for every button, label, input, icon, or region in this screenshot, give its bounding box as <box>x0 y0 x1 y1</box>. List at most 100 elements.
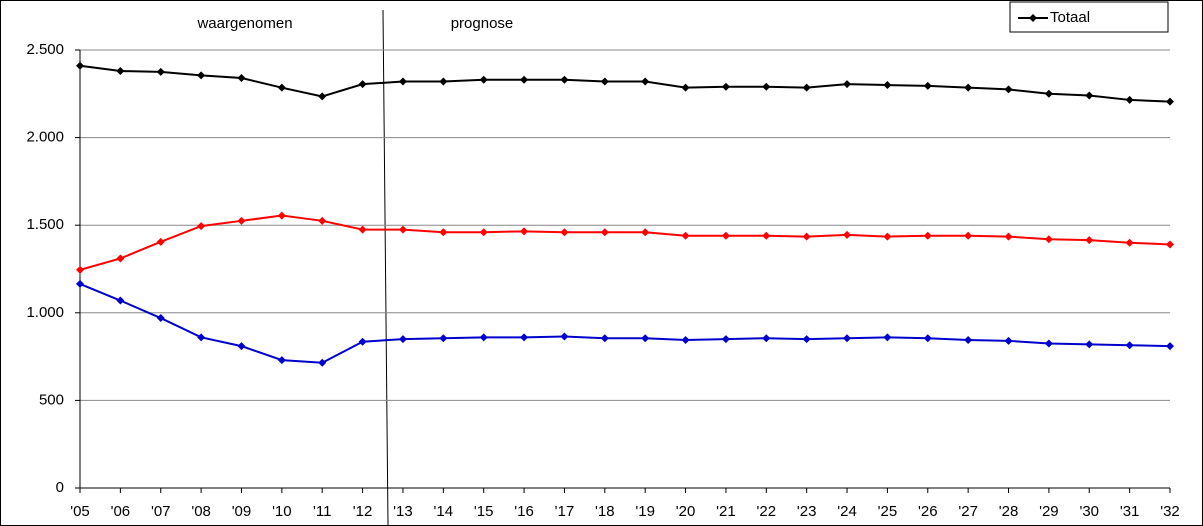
marker <box>1004 336 1013 345</box>
marker <box>318 358 327 367</box>
series-line <box>79 64 1171 103</box>
marker <box>1125 238 1134 247</box>
annotation: waargenomen <box>196 15 292 32</box>
x-tick-label: '16 <box>514 503 534 520</box>
marker <box>398 77 407 86</box>
marker <box>641 77 650 86</box>
marker <box>641 334 650 343</box>
x-tick-label: '20 <box>676 503 696 520</box>
x-tick-label: '13 <box>393 503 413 520</box>
marker <box>520 75 529 84</box>
series-line <box>79 214 1171 271</box>
legend-marker <box>1029 14 1037 22</box>
marker <box>1004 85 1013 94</box>
marker <box>883 81 892 90</box>
y-tick-label: 500 <box>39 391 64 408</box>
marker <box>923 81 932 90</box>
y-tick-label: 0 <box>56 479 64 496</box>
marker <box>1044 339 1053 348</box>
marker <box>76 265 84 274</box>
y-tick-label: 2.000 <box>26 129 64 146</box>
period-divider <box>382 9 389 526</box>
annotation: prognose <box>451 15 514 32</box>
marker <box>1085 236 1094 245</box>
marker <box>237 74 246 83</box>
marker <box>964 335 973 344</box>
marker <box>802 232 811 241</box>
x-tick-label: '08 <box>191 503 211 520</box>
x-tick-label: '32 <box>1160 503 1180 520</box>
y-tick-label: 2.500 <box>26 41 64 58</box>
marker <box>398 335 407 344</box>
marker <box>802 83 811 92</box>
x-tick-label: '26 <box>918 503 938 520</box>
y-tick-label: 1.000 <box>26 304 64 321</box>
marker <box>358 80 367 89</box>
marker <box>277 83 286 92</box>
marker <box>520 333 529 342</box>
marker <box>1044 235 1053 244</box>
x-tick-label: '17 <box>555 503 575 520</box>
marker <box>964 231 973 240</box>
marker <box>681 231 690 240</box>
marker <box>721 335 730 344</box>
x-tick-label: '19 <box>635 503 655 520</box>
x-tick-label: '05 <box>70 503 90 520</box>
marker <box>76 61 84 70</box>
x-tick-label: '28 <box>999 503 1019 520</box>
x-tick-label: '11 <box>313 503 331 520</box>
marker <box>479 75 488 84</box>
marker <box>964 83 973 92</box>
x-tick-label: '23 <box>797 503 817 520</box>
marker <box>318 216 327 225</box>
marker <box>883 333 892 342</box>
x-tick-label: '22 <box>757 503 777 520</box>
marker <box>156 237 165 246</box>
marker <box>1125 95 1134 104</box>
marker <box>479 333 488 342</box>
marker <box>681 335 690 344</box>
marker <box>520 227 529 236</box>
marker <box>1166 97 1174 106</box>
x-tick-label: '29 <box>1039 503 1059 520</box>
x-tick-label: '25 <box>878 503 898 520</box>
x-tick-label: '31 <box>1120 503 1140 520</box>
marker <box>358 337 367 346</box>
marker <box>277 211 286 220</box>
marker <box>600 77 609 86</box>
marker <box>277 356 286 365</box>
marker <box>358 225 367 234</box>
marker <box>883 232 892 241</box>
marker <box>439 228 448 237</box>
marker <box>479 228 488 237</box>
marker <box>600 334 609 343</box>
x-tick-label: '18 <box>595 503 615 520</box>
x-tick-label: '10 <box>272 503 292 520</box>
marker <box>843 80 852 89</box>
marker <box>197 71 206 80</box>
marker <box>237 216 246 225</box>
marker <box>843 230 852 239</box>
marker <box>156 314 165 323</box>
marker <box>721 231 730 240</box>
marker <box>560 332 569 341</box>
marker <box>116 254 125 263</box>
marker <box>721 82 730 91</box>
marker <box>1004 232 1013 241</box>
series-line <box>79 282 1171 364</box>
legend-label: Totaal <box>1050 9 1090 26</box>
x-tick-label: '14 <box>434 503 454 520</box>
marker <box>116 67 125 76</box>
marker <box>197 222 206 231</box>
x-tick-label: '21 <box>716 503 736 520</box>
marker <box>1044 89 1053 98</box>
x-tick-label: '15 <box>474 503 494 520</box>
marker <box>843 334 852 343</box>
marker <box>439 77 448 86</box>
marker <box>1166 240 1174 249</box>
x-tick-label: '07 <box>151 503 171 520</box>
marker <box>641 228 650 237</box>
